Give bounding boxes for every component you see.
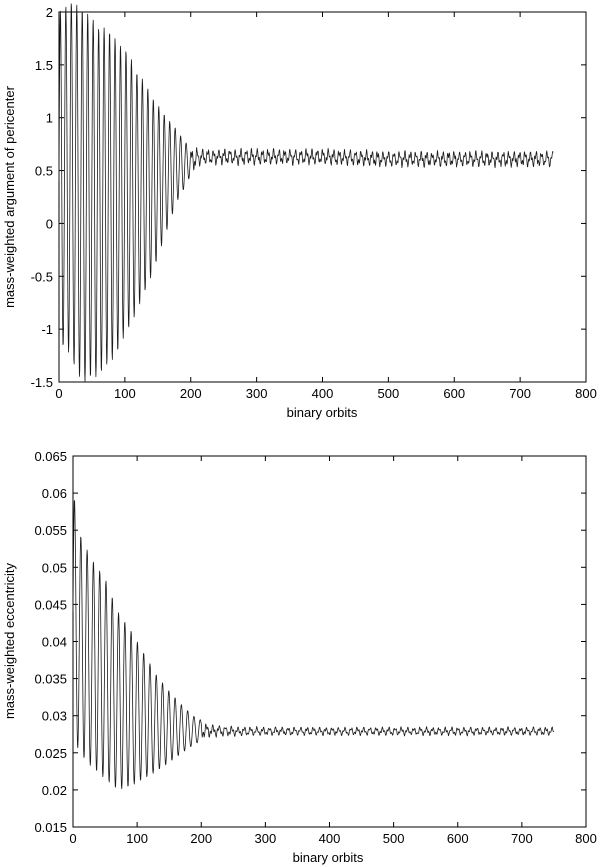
top-x-tick-label: 600 [443, 386, 465, 401]
bottom-series-line [72, 500, 555, 790]
bottom-y-tick-label: 0.045 [34, 597, 67, 612]
top-y-tick-label: 2 [46, 5, 53, 20]
bottom-x-tick-label: 700 [511, 831, 533, 846]
bottom-x-ticks: 0 100 200 300 400 500 600 700 800 [69, 456, 597, 846]
top-y-tick-label: 1 [46, 111, 53, 126]
bottom-y-tick-label: 0.035 [34, 672, 67, 687]
bottom-x-tick-label: 800 [575, 831, 597, 846]
bottom-x-tick-label: 100 [126, 831, 148, 846]
top-y-ticks: -1.5 -1 -0.5 0 0.5 1 1.5 2 [31, 5, 586, 390]
top-x-tick-label: 200 [180, 386, 202, 401]
bottom-x-axis-label: binary orbits [293, 850, 364, 865]
bottom-y-tick-label: 0.065 [34, 449, 67, 464]
bottom-x-tick-label: 500 [383, 831, 405, 846]
bottom-y-tick-label: 0.04 [42, 635, 67, 650]
top-x-axis-label: binary orbits [287, 405, 358, 420]
bottom-x-tick-label: 400 [319, 831, 341, 846]
top-y-tick-label: 1.5 [35, 58, 53, 73]
top-x-tick-label: 100 [114, 386, 136, 401]
top-x-tick-label: 700 [509, 386, 531, 401]
bottom-y-tick-label: 0.015 [34, 820, 67, 835]
bottom-y-tick-label: 0.02 [42, 783, 67, 798]
top-y-tick-label: -1.5 [31, 375, 53, 390]
top-series-line [58, 3, 554, 382]
top-x-tick-label: 400 [312, 386, 334, 401]
bottom-y-axis-label: mass-weighted eccentricity [2, 562, 17, 719]
bottom-x-tick-label: 600 [447, 831, 469, 846]
top-x-tick-label: 0 [55, 386, 62, 401]
top-y-tick-label: 0 [46, 216, 53, 231]
bottom-y-ticks: 0.015 0.02 0.025 0.03 0.035 0.04 0.045 0.05 0.05… [34, 449, 586, 835]
bottom-y-tick-label: 0.025 [34, 746, 67, 761]
top-y-tick-label: 0.5 [35, 164, 53, 179]
top-x-ticks: 0 100 200 300 400 500 600 700 800 [55, 12, 597, 401]
bottom-x-tick-label: 200 [190, 831, 212, 846]
top-x-tick-label: 300 [246, 386, 268, 401]
top-y-axis-label: mass-weighted argument of pericenter [2, 85, 17, 308]
bottom-x-tick-label: 300 [255, 831, 277, 846]
bottom-chart: 0 100 200 300 400 500 600 700 800 0.015 0.02 0.025… [2, 449, 597, 865]
bottom-x-tick-label: 0 [69, 831, 76, 846]
top-y-tick-label: -1 [41, 322, 53, 337]
top-x-tick-label: 800 [575, 386, 597, 401]
bottom-y-tick-label: 0.06 [42, 486, 67, 501]
bottom-y-tick-label: 0.03 [42, 709, 67, 724]
top-chart: 0 100 200 300 400 500 600 700 800 -1.5 -1 -0.5 0 0.5… [2, 3, 597, 420]
bottom-y-tick-label: 0.055 [34, 523, 67, 538]
top-y-tick-label: -0.5 [31, 269, 53, 284]
bottom-y-tick-label: 0.05 [42, 560, 67, 575]
top-x-tick-label: 500 [378, 386, 400, 401]
bottom-plot-frame [72, 455, 587, 828]
